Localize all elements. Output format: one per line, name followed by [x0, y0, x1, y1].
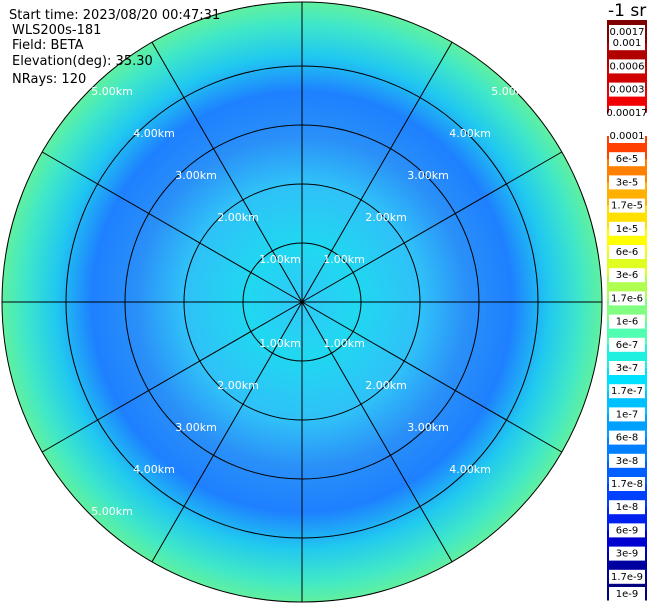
colorbar-label: 1.7e-7: [611, 386, 643, 397]
colorbar-label: 6e-9: [616, 525, 639, 536]
colorbar-label: 0.001: [613, 38, 642, 49]
colorbar-label-box: [609, 82, 645, 97]
colorbar-label-box: [609, 314, 645, 329]
range-label: 3.00km: [407, 169, 449, 182]
range-label: 4.00km: [449, 463, 491, 476]
azimuth-spoke: [301, 301, 453, 563]
range-label: 5.00km: [91, 505, 133, 518]
colorbar-label: 1.7e-6: [611, 293, 643, 304]
colorbar-label: 0.0003: [610, 85, 645, 96]
colorbar-label-box: [609, 36, 645, 51]
colorbar-label: 6e-5: [616, 154, 639, 165]
range-label: 3.00km: [175, 169, 217, 182]
colorbar-label-box: [609, 59, 645, 74]
colorbar-label: 1e-5: [616, 224, 639, 235]
azimuth-spoke: [151, 41, 303, 303]
colorbar-label: 3e-9: [616, 549, 639, 560]
site: WLS200s-181: [12, 23, 101, 38]
colorbar-label: 3e-6: [616, 270, 639, 281]
range-label: 4.00km: [449, 127, 491, 140]
colorbar-label: 1e-9: [616, 589, 639, 600]
colorbar-label-box: [609, 361, 645, 375]
colorbar-label: 1e-7: [616, 409, 639, 420]
range-label: 5.00km: [91, 85, 133, 98]
range-label: 2.00km: [217, 379, 259, 392]
nrays: NRays: 120: [12, 72, 86, 87]
colorbar-label-box: [609, 337, 645, 352]
colorbar-label: 3e-5: [616, 177, 639, 188]
colorbar-label-box: [609, 546, 645, 561]
colorbar-label-box: [609, 587, 645, 601]
colorbar-label: 0.0017: [610, 27, 645, 38]
colorbar-label-box: [609, 477, 645, 491]
range-label: 1.00km: [259, 253, 301, 266]
range-label: 3.00km: [175, 421, 217, 434]
azimuth-spoke: [301, 41, 453, 303]
range-label: 4.00km: [133, 463, 175, 476]
range-label: 2.00km: [365, 379, 407, 392]
colorbar-label: 1.7e-8: [611, 479, 643, 490]
colorbar-label: 6e-6: [616, 247, 639, 258]
colorbar-label: 3e-8: [616, 456, 639, 467]
colorbar-label-box: [609, 569, 645, 584]
colorbar-label-box: [609, 268, 645, 283]
colorbar-label-box: [609, 523, 645, 538]
azimuth-spoke: [41, 301, 303, 453]
colorbar-label-box: [609, 407, 645, 422]
elevation: Elevation(deg): 35.30: [12, 54, 153, 69]
range-label: 5.00km: [491, 85, 533, 98]
colorbar-label: 3e-7: [616, 363, 639, 374]
range-label: 1.00km: [259, 337, 301, 350]
range-label: 2.00km: [365, 211, 407, 224]
range-label: 2.00km: [217, 211, 259, 224]
unit: -1 sr: [608, 1, 646, 21]
azimuth-spoke: [301, 151, 563, 303]
range-label: 1.00km: [323, 253, 365, 266]
colorbar-label-box: [609, 245, 645, 259]
azimuth-spoke: [301, 301, 563, 453]
colorbar-label-box: [609, 500, 645, 515]
colorbar-label: 1.7e-9: [611, 572, 643, 583]
colorbar-label-box: [609, 129, 645, 143]
colorbar-label-box: [609, 198, 645, 213]
range-label: 4.00km: [133, 127, 175, 140]
colorbar-label: 0.0001: [610, 131, 645, 142]
range-label: 3.00km: [407, 421, 449, 434]
azimuth-spoke: [151, 301, 303, 563]
colorbar-label: 0.00017: [606, 108, 647, 119]
start-time: Start time: 2023/08/20 00:47:31: [9, 8, 220, 23]
colorbar-label-box: [609, 430, 645, 445]
colorbar-label: 0.0006: [610, 61, 645, 72]
colorbar-label-box: [609, 152, 645, 167]
colorbar-label-box: [609, 221, 645, 236]
colorbar-label-box: [609, 384, 645, 399]
colorbar-label: 1.7e-5: [611, 201, 643, 212]
range-labels: 1.00km 1.00km 1.00km 1.00km 2.00km 2.00km 2.00…: [91, 85, 533, 518]
colorbar-label-box: [609, 175, 645, 190]
colorbar-label: 1e-6: [616, 317, 639, 328]
range-label: 1.00km: [323, 337, 365, 350]
polar-grid: [1, 1, 603, 603]
colorbar-label: 1e-8: [616, 502, 639, 513]
colorbar-label-box: [609, 105, 645, 120]
colorbar-label-box: [609, 25, 645, 39]
azimuth-spoke: [41, 151, 303, 303]
colorbar-label: 6e-7: [616, 340, 639, 351]
colorbar-label-box: [609, 453, 645, 468]
colorbar-label: 6e-8: [616, 433, 639, 444]
colorbar-label-box: [609, 291, 645, 306]
field: Field: BETA: [12, 38, 84, 53]
